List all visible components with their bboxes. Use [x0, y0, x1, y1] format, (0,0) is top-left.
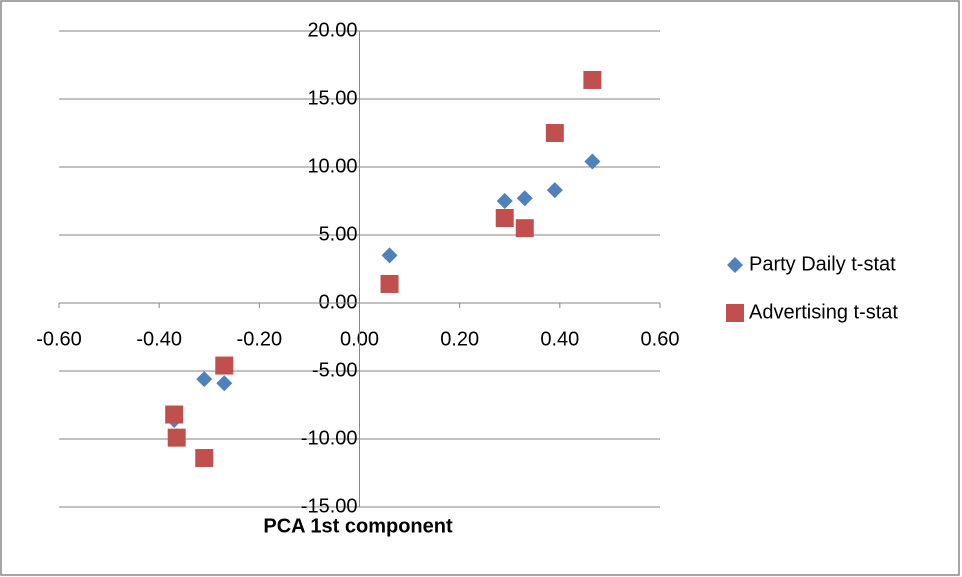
legend-marker	[726, 304, 744, 322]
marks	[165, 70, 602, 468]
x-tick-label: 0.20	[440, 328, 479, 350]
y-tick-label: -5.00	[312, 359, 358, 381]
y-tick-label: 15.00	[307, 87, 357, 109]
x-axis-label: PCA 1st component	[263, 515, 453, 537]
y-tick-label: 20.00	[307, 19, 357, 41]
point	[381, 247, 398, 264]
y-tick-label: 10.00	[307, 155, 357, 177]
point	[167, 428, 186, 447]
x-tick-label: 0.40	[540, 328, 579, 350]
point	[545, 124, 564, 142]
point	[216, 375, 233, 392]
point	[196, 371, 213, 388]
point	[516, 190, 533, 207]
point	[546, 182, 563, 199]
x-tick-label: -0.60	[36, 328, 82, 350]
y-tick-label: -15.00	[301, 495, 358, 517]
axes: -15.00 -10.00 -5.00 0.00 5.00 10.00 15.00 20.00…	[36, 19, 679, 517]
point	[195, 449, 214, 468]
point	[496, 193, 513, 209]
point	[584, 153, 601, 170]
x-tick-label: -0.20	[237, 328, 283, 350]
point	[515, 219, 534, 238]
point	[165, 405, 184, 424]
x-tick-label: -0.40	[136, 328, 182, 350]
point	[380, 274, 399, 293]
legend-marker	[727, 257, 743, 273]
x-tick-label: 0.60	[641, 328, 680, 350]
point	[495, 209, 514, 227]
legend-label: Party Daily t-stat	[749, 253, 896, 275]
legend-label: Advertising t-stat	[749, 301, 898, 323]
y-tick-label: 0.00	[319, 291, 358, 313]
point	[583, 70, 602, 89]
y-tick-label: 5.00	[319, 223, 358, 245]
y-tick-label: -10.00	[301, 427, 358, 449]
point	[215, 356, 234, 375]
